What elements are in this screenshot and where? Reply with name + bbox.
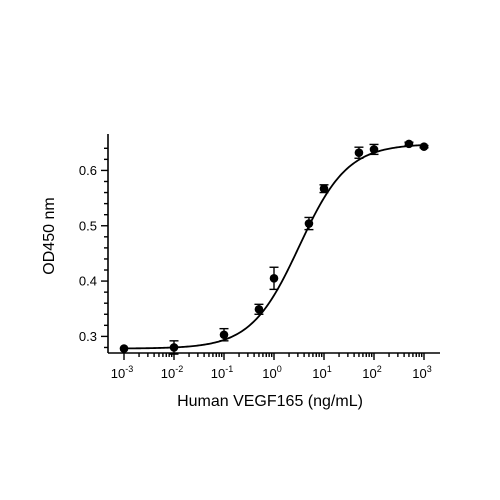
data-point	[304, 219, 314, 228]
x-tick-label: 10-2	[161, 364, 183, 381]
data-point	[404, 139, 414, 149]
data-point	[254, 304, 264, 314]
x-tick-label: 10-3	[111, 364, 133, 381]
data-point	[269, 274, 279, 283]
data-points-layer	[119, 139, 429, 355]
y-tick-label: 0.4	[79, 274, 97, 289]
data-point	[419, 142, 429, 151]
data-point	[369, 145, 379, 154]
data-point	[319, 184, 329, 193]
fit-curve	[123, 144, 425, 350]
y-tick-label: 0.5	[79, 218, 97, 233]
y-tick-label: 0.3	[79, 329, 97, 344]
y-axis-title: OD450 nm	[41, 197, 58, 274]
data-point	[219, 330, 229, 340]
data-point	[354, 148, 364, 158]
x-axis-title: Human VEGF165 (ng/mL)	[177, 393, 363, 410]
y-tick-label: 0.6	[79, 163, 97, 178]
axes: 0.3 0.4 0.5 0.6 10-3 10-2 10-1 100 101 102 103	[79, 134, 440, 381]
x-tick-label: 101	[312, 364, 331, 381]
x-tick-label: 100	[262, 364, 281, 381]
x-tick-label: 102	[362, 364, 381, 381]
x-tick-label: 103	[412, 364, 431, 381]
data-point	[119, 344, 129, 353]
x-tick-label: 10-1	[211, 364, 233, 381]
data-point	[169, 343, 179, 352]
fit-curve-layer	[123, 144, 425, 350]
